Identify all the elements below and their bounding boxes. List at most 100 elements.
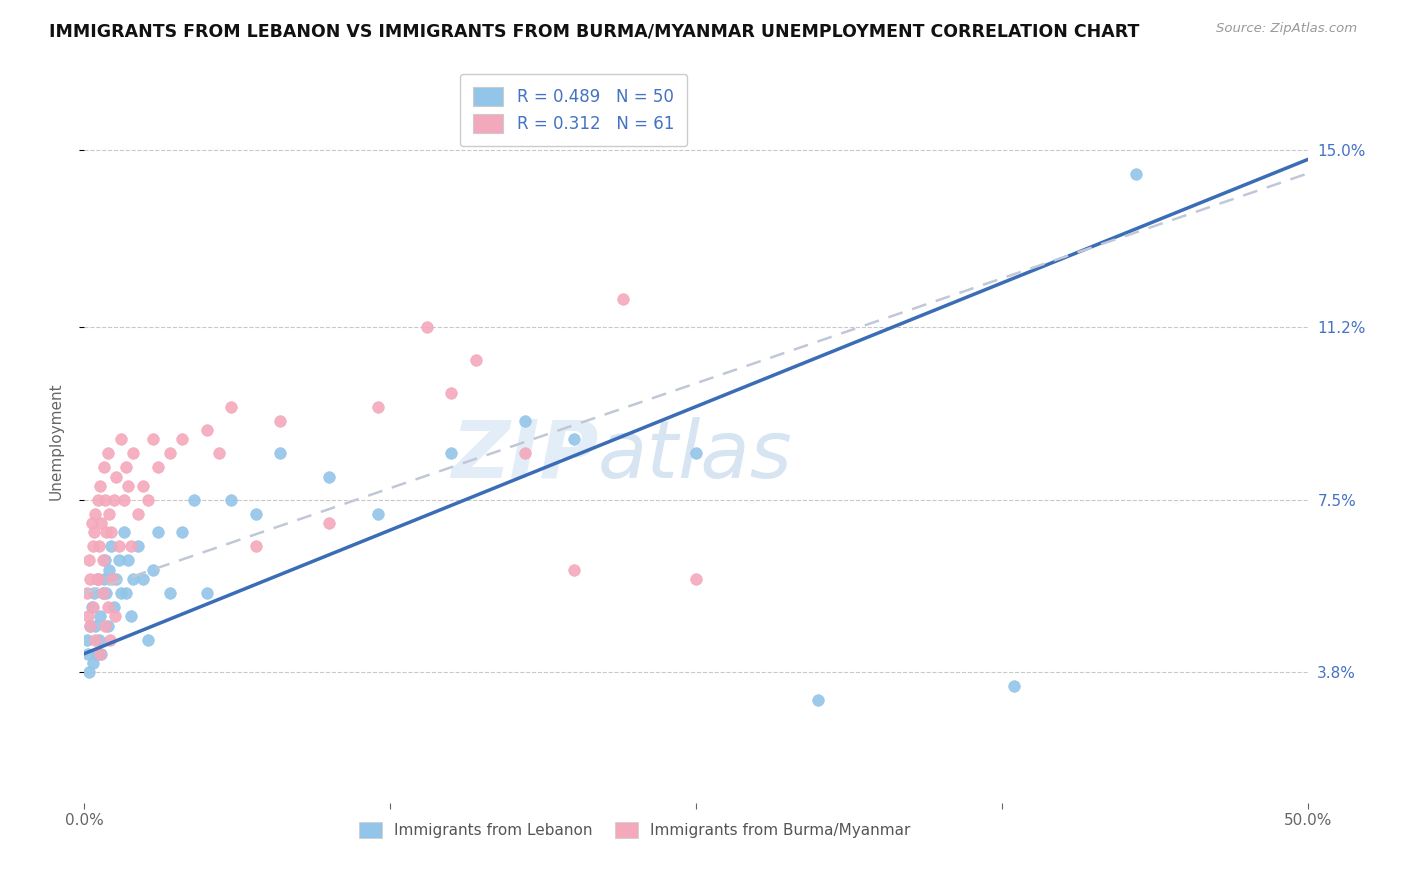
Point <box>318 469 340 483</box>
Point <box>318 516 340 530</box>
Point <box>159 446 181 460</box>
Point <box>132 479 155 493</box>
Point <box>219 492 242 507</box>
Point <box>245 540 267 554</box>
Point <box>416 320 439 334</box>
Point <box>84 507 107 521</box>
Point <box>127 507 149 521</box>
Point <box>96 525 118 540</box>
Text: IMMIGRANTS FROM LEBANON VS IMMIGRANTS FROM BURMA/MYANMAR UNEMPLOYMENT CORRELATIO: IMMIGRANTS FROM LEBANON VS IMMIGRANTS FR… <box>49 22 1140 40</box>
Point <box>146 525 169 540</box>
Point <box>79 618 101 632</box>
Point <box>93 572 115 586</box>
Point <box>76 586 98 600</box>
Point <box>105 469 128 483</box>
Legend: Immigrants from Lebanon, Immigrants from Burma/Myanmar: Immigrants from Lebanon, Immigrants from… <box>352 814 918 846</box>
Point <box>87 632 110 647</box>
Point <box>142 563 165 577</box>
Point <box>103 492 125 507</box>
Point <box>98 632 121 647</box>
Point <box>107 553 129 567</box>
Point <box>77 647 100 661</box>
Point <box>90 647 112 661</box>
Text: atlas: atlas <box>598 417 793 495</box>
Point <box>117 479 139 493</box>
Point <box>245 507 267 521</box>
Point <box>90 516 112 530</box>
Point <box>269 413 291 427</box>
Point <box>94 492 117 507</box>
Point <box>440 385 463 400</box>
Point <box>94 553 117 567</box>
Point <box>101 572 124 586</box>
Point <box>117 553 139 567</box>
Point <box>136 492 159 507</box>
Point <box>94 618 117 632</box>
Point <box>97 563 120 577</box>
Text: ZIP: ZIP <box>451 417 598 495</box>
Point <box>77 553 100 567</box>
Point <box>105 572 128 586</box>
Point <box>110 432 132 446</box>
Point <box>110 586 132 600</box>
Point <box>195 586 218 600</box>
Point <box>77 665 100 680</box>
Point <box>87 572 110 586</box>
Point <box>103 600 125 615</box>
Point <box>120 609 142 624</box>
Point <box>107 540 129 554</box>
Point <box>83 586 105 600</box>
Point <box>115 586 138 600</box>
Point <box>172 432 194 446</box>
Point <box>513 413 536 427</box>
Point <box>208 446 231 460</box>
Point <box>76 632 98 647</box>
Point <box>142 432 165 446</box>
Point <box>146 460 169 475</box>
Point <box>127 540 149 554</box>
Point <box>77 609 100 624</box>
Point <box>79 618 101 632</box>
Point <box>84 632 107 647</box>
Point <box>612 293 634 307</box>
Point <box>89 609 111 624</box>
Point <box>93 460 115 475</box>
Point <box>82 540 104 554</box>
Point <box>79 572 101 586</box>
Point <box>269 446 291 460</box>
Point <box>159 586 181 600</box>
Point <box>80 516 103 530</box>
Point <box>97 618 120 632</box>
Point <box>367 400 389 414</box>
Point <box>1002 679 1025 693</box>
Point <box>91 553 114 567</box>
Point <box>89 479 111 493</box>
Point <box>195 423 218 437</box>
Point <box>104 609 127 624</box>
Point <box>112 525 135 540</box>
Point <box>82 600 104 615</box>
Point <box>83 525 105 540</box>
Point <box>183 492 205 507</box>
Point <box>172 525 194 540</box>
Point <box>132 572 155 586</box>
Point <box>100 540 122 554</box>
Point <box>97 446 120 460</box>
Point <box>685 446 707 460</box>
Point <box>562 563 585 577</box>
Point <box>86 647 108 661</box>
Point <box>84 618 107 632</box>
Text: Source: ZipAtlas.com: Source: ZipAtlas.com <box>1216 22 1357 36</box>
Y-axis label: Unemployment: Unemployment <box>49 383 63 500</box>
Point <box>86 572 108 586</box>
Point <box>87 492 110 507</box>
Point <box>97 507 120 521</box>
Point <box>112 492 135 507</box>
Point <box>120 540 142 554</box>
Point <box>89 647 111 661</box>
Point <box>807 693 830 707</box>
Point <box>440 446 463 460</box>
Point <box>87 572 110 586</box>
Point <box>97 600 120 615</box>
Point <box>685 572 707 586</box>
